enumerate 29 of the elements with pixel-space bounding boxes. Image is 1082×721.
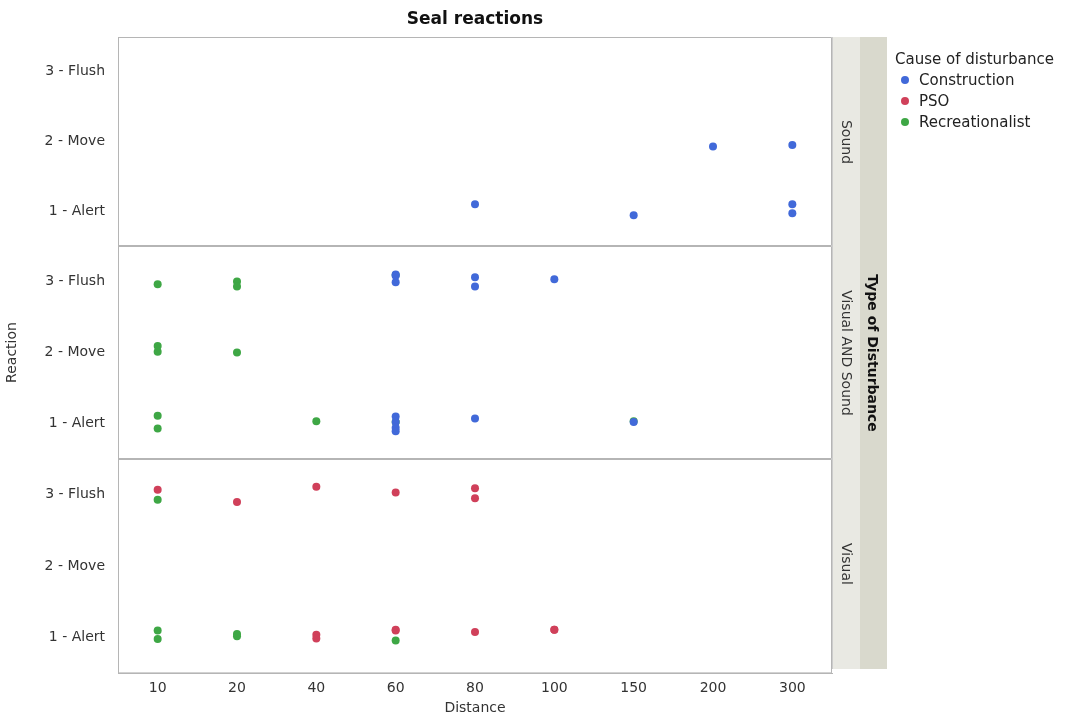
y-tick-label: 1 - Alert — [48, 201, 106, 218]
x-tick-label: 20 — [228, 679, 246, 696]
y-tick-label: 3 - Flush — [45, 62, 105, 79]
y-tick-label: 2 - Move — [44, 132, 105, 149]
y-tick-label: 2 - Move — [44, 343, 105, 360]
y-tick-label: 1 - Alert — [48, 414, 106, 431]
y-axis-title: Reaction — [3, 322, 20, 383]
x-axis-title: Distance — [444, 699, 506, 716]
x-tick-label: 10 — [148, 679, 167, 696]
legend-label: PSO — [918, 92, 951, 110]
legend-title: Cause of disturbance — [895, 50, 1054, 68]
chart-title: Seal reactions — [405, 8, 545, 28]
y2-axis-title: Visual — [838, 543, 855, 585]
x-tick-label: 300 — [778, 679, 806, 696]
legend-label: Construction — [918, 71, 1016, 89]
x-tick-label: 80 — [466, 679, 484, 696]
x-tick-label: 200 — [699, 679, 727, 696]
y-tick-label: 3 - Flush — [45, 485, 105, 502]
y2-axis-title: Sound — [838, 119, 855, 164]
x-tick-label: 100 — [540, 679, 568, 696]
x-tick-label: 150 — [620, 679, 648, 696]
text: Type of Disturbance — [865, 273, 881, 432]
y-tick-label: 1 - Alert — [48, 628, 106, 645]
x-tick-label: 60 — [386, 679, 405, 696]
x-tick-label: 40 — [307, 679, 326, 696]
legend-label: Recreationalist — [918, 113, 1032, 131]
y-tick-label: 3 - Flush — [45, 272, 105, 289]
y2-axis-title: Visual AND Sound — [838, 289, 855, 416]
y-tick-label: 2 - Move — [44, 556, 105, 573]
